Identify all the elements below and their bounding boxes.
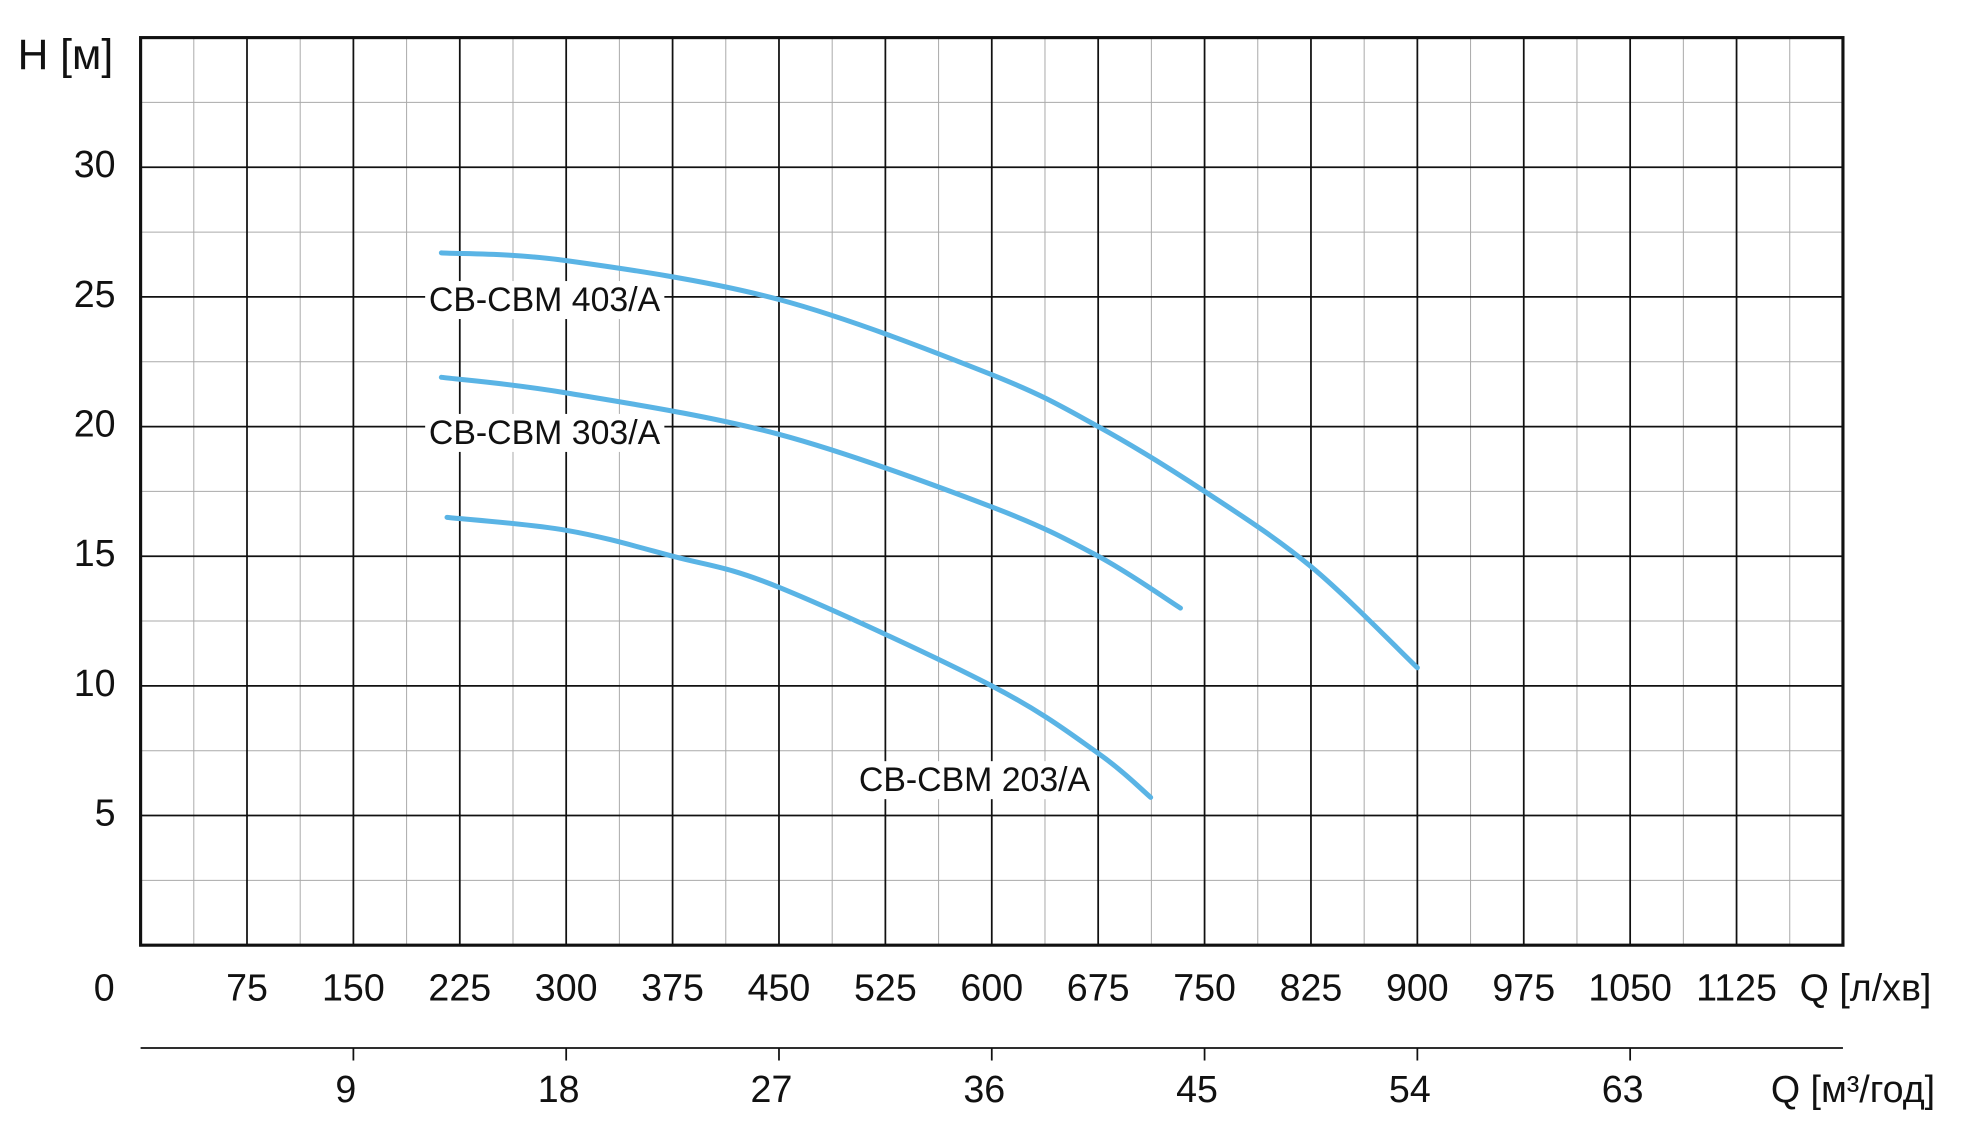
- x-tick-label: 1050: [1588, 966, 1672, 1008]
- curve-label: CB-CBM 203/A: [859, 761, 1091, 799]
- x2-tick-label: 9: [335, 1068, 356, 1110]
- y-tick-label: 5: [95, 791, 116, 833]
- y-axis-label: H [м]: [18, 31, 114, 79]
- x2-tick-label: 63: [1602, 1068, 1644, 1110]
- x-tick-label: 600: [960, 966, 1023, 1008]
- y-tick-label: 20: [74, 403, 116, 445]
- x2-tick-label: 54: [1389, 1068, 1431, 1110]
- x-tick-label: 150: [322, 966, 385, 1008]
- y-tick-label: 30: [74, 143, 116, 185]
- x-tick-label: 750: [1173, 966, 1236, 1008]
- y-tick-label: 10: [74, 662, 116, 704]
- curve: [438, 374, 1183, 611]
- x-tick-label: 525: [854, 966, 917, 1008]
- plot-frame: [139, 36, 1845, 947]
- curve: [444, 514, 1154, 800]
- y-tick-label: 25: [74, 273, 116, 315]
- curve: [438, 250, 1420, 671]
- y-tick-label: 15: [74, 532, 116, 574]
- x2-tick-label: 27: [751, 1068, 793, 1110]
- x-tick-label: 225: [428, 966, 491, 1008]
- curve-label-background: [855, 761, 1095, 800]
- x-tick-label: 375: [641, 966, 704, 1008]
- x-tick-label: 0: [94, 966, 115, 1008]
- x-tick-label: 675: [1067, 966, 1130, 1008]
- x2-tick-label: 36: [963, 1068, 1005, 1110]
- curve-label: CB-CBM 303/A: [429, 414, 661, 452]
- x2-axis-label: Q [м³/год]: [1771, 1068, 1935, 1110]
- grid: [139, 37, 1843, 946]
- x-tick-label: 900: [1386, 966, 1449, 1008]
- x-tick-label: 450: [748, 966, 811, 1008]
- x-tick-label: 825: [1280, 966, 1343, 1008]
- x-axis-label: Q [л/хв]: [1800, 966, 1932, 1008]
- x-tick-label: 300: [535, 966, 598, 1008]
- x2-tick-label: 18: [538, 1068, 580, 1110]
- curve-label-background: [425, 413, 665, 452]
- x2-tick-label: 45: [1176, 1068, 1218, 1110]
- x-tick-label: 75: [226, 966, 268, 1008]
- curve-label: CB-CBM 403/A: [429, 281, 661, 319]
- x-tick-label: 1125: [1696, 966, 1777, 1008]
- curve-label-background: [425, 281, 665, 320]
- x-tick-label: 975: [1492, 966, 1555, 1008]
